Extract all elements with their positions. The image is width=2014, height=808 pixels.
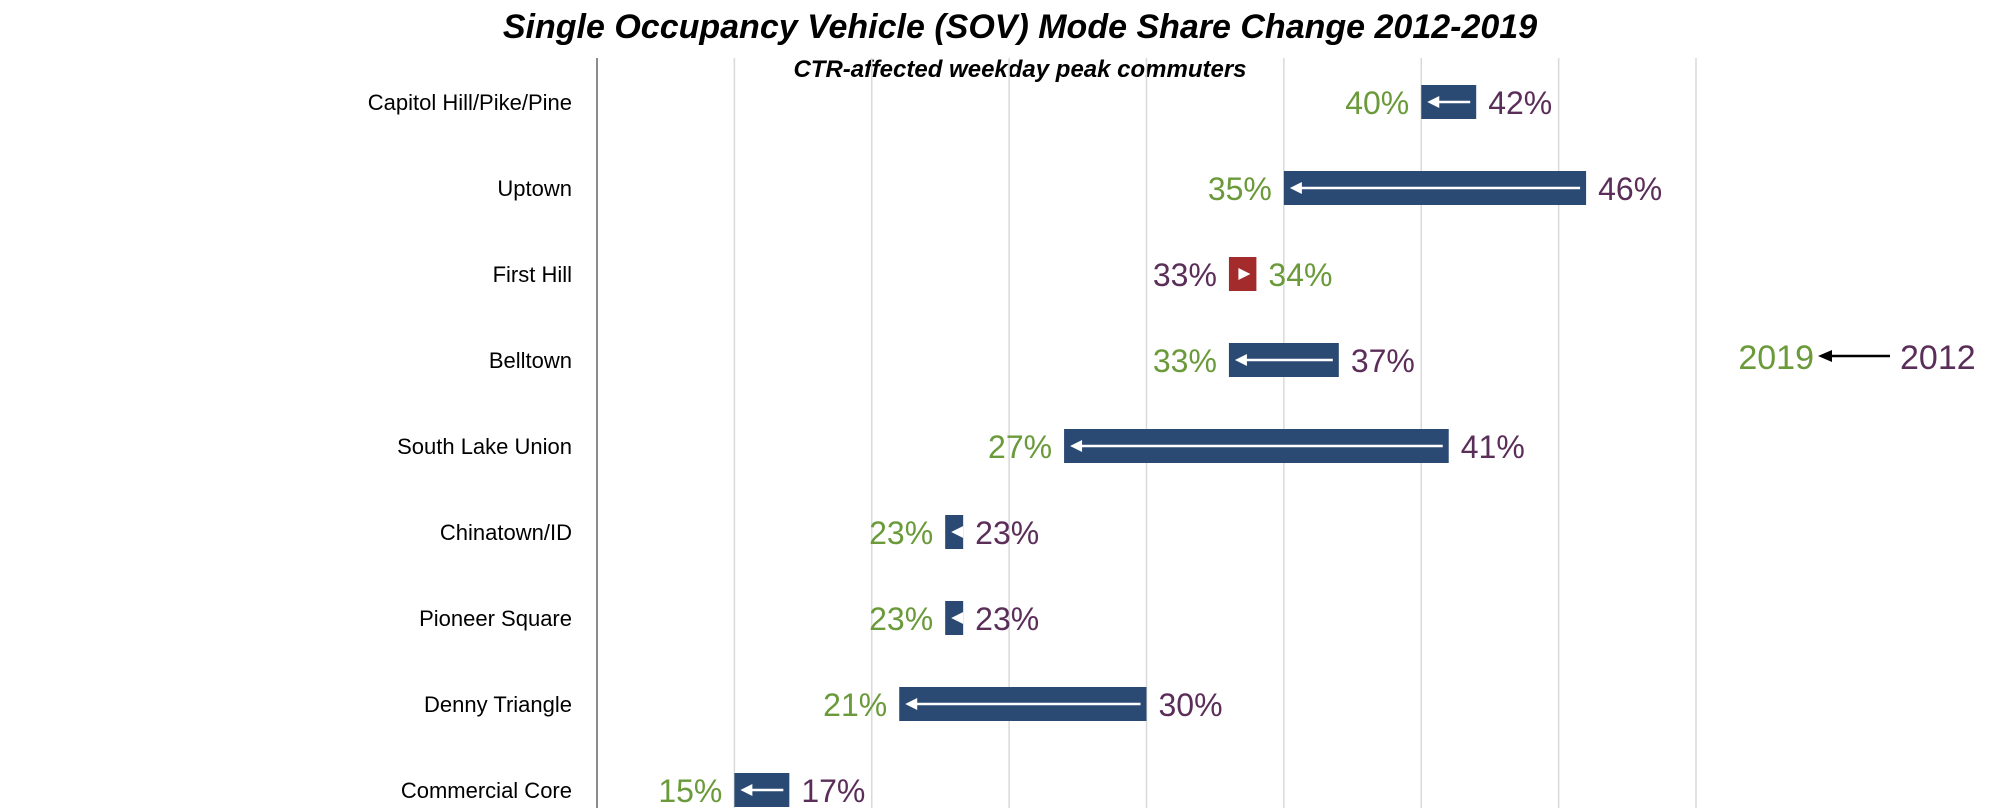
change-arrowhead xyxy=(1289,182,1302,194)
legend-arrowhead xyxy=(1818,350,1832,362)
change-arrowhead xyxy=(1427,96,1440,108)
data-row: First Hill 33% 34% xyxy=(493,257,1332,293)
category-label: Capitol Hill/Pike/Pine xyxy=(368,90,572,115)
data-row: Chinatown/ID 23% 23% xyxy=(440,515,1039,551)
value-label-2012: 30% xyxy=(1159,687,1223,723)
value-label-2019: 15% xyxy=(658,773,722,808)
change-arrowhead xyxy=(951,526,964,538)
data-row: Commercial Core 15% 17% xyxy=(401,773,865,808)
data-row: Pioneer Square 23% 23% xyxy=(419,601,1039,637)
category-label: First Hill xyxy=(493,262,572,287)
value-label-2019: 27% xyxy=(988,429,1052,465)
category-label: Belltown xyxy=(489,348,572,373)
value-label-2012: 42% xyxy=(1488,85,1552,121)
legend-2019-label: 2019 xyxy=(1738,339,1814,377)
data-rows: Capitol Hill/Pike/Pine 40% 42% Uptown 35% 46%… xyxy=(368,85,1662,808)
value-label-2019: 23% xyxy=(869,601,933,637)
value-label-2019: 21% xyxy=(823,687,887,723)
category-label: Pioneer Square xyxy=(419,606,572,631)
data-row: Belltown 33% 37% xyxy=(489,343,1415,379)
value-label-2019: 35% xyxy=(1208,171,1272,207)
data-row: South Lake Union 27% 41% xyxy=(397,429,1525,465)
chart-title: Single Occupancy Vehicle (SOV) Mode Shar… xyxy=(503,8,1537,46)
value-label-2012: 23% xyxy=(975,515,1039,551)
legend: 2019 2012 xyxy=(1738,339,1975,377)
legend-2012-label: 2012 xyxy=(1900,339,1976,377)
data-row: Uptown 35% 46% xyxy=(497,171,1662,207)
data-row: Denny Triangle 21% 30% xyxy=(424,687,1223,723)
category-label: Uptown xyxy=(497,176,572,201)
value-label-2012: 23% xyxy=(975,601,1039,637)
value-label-2019: 40% xyxy=(1345,85,1409,121)
category-label: Chinatown/ID xyxy=(440,520,572,545)
value-label-2012: 37% xyxy=(1351,343,1415,379)
change-arrowhead xyxy=(951,612,964,624)
value-label-2012: 46% xyxy=(1598,171,1662,207)
change-arrowhead xyxy=(1238,268,1251,280)
value-label-2019: 33% xyxy=(1153,343,1217,379)
value-label-2012: 41% xyxy=(1461,429,1525,465)
value-label-2012: 17% xyxy=(801,773,865,808)
data-row: Capitol Hill/Pike/Pine 40% 42% xyxy=(368,85,1552,121)
change-arrowhead xyxy=(740,784,753,796)
value-label-2019: 34% xyxy=(1268,257,1332,293)
value-label-2012: 33% xyxy=(1153,257,1217,293)
change-arrowhead xyxy=(905,698,918,710)
category-label: South Lake Union xyxy=(397,434,572,459)
category-label: Commercial Core xyxy=(401,778,572,803)
category-label: Denny Triangle xyxy=(424,692,572,717)
value-label-2019: 23% xyxy=(869,515,933,551)
chart-subtitle: CTR-affected weekday peak commuters xyxy=(793,56,1246,83)
change-arrowhead xyxy=(1234,354,1247,366)
change-arrowhead xyxy=(1070,440,1083,452)
